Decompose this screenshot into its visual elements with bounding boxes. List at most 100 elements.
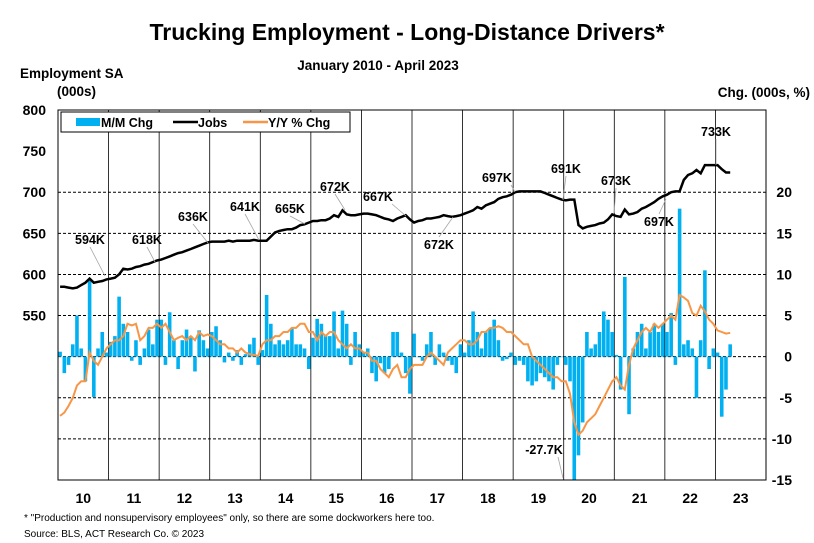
mm-bar <box>349 356 353 365</box>
mm-bar <box>564 356 568 365</box>
x-tick-label: 17 <box>429 490 445 506</box>
mm-bar <box>698 340 703 357</box>
mm-bar <box>374 356 378 382</box>
mm-bar <box>113 336 117 357</box>
mm-bar <box>551 356 555 390</box>
mm-bar <box>319 323 324 357</box>
mm-bar <box>623 276 627 357</box>
mm-bar <box>336 348 341 357</box>
mm-bar <box>285 340 290 357</box>
mm-bar <box>576 356 581 456</box>
mm-bar <box>92 356 96 397</box>
mm-bar <box>492 319 496 357</box>
mm-bar <box>391 332 395 357</box>
annotation-label: -27.7K <box>525 443 563 457</box>
mm-bar <box>155 319 159 357</box>
left-tick-label: 750 <box>23 143 47 159</box>
left-axis-title-line1: Employment SA <box>20 66 124 81</box>
mm-bar <box>652 323 657 357</box>
mm-bar <box>142 348 147 357</box>
mm-bar <box>264 295 269 357</box>
mm-bar <box>180 340 185 357</box>
mm-bar <box>614 355 619 357</box>
mm-bar <box>441 352 446 357</box>
lines <box>59 163 731 437</box>
x-tick-label: 12 <box>177 490 193 506</box>
mm-bar <box>467 340 471 357</box>
mm-bar <box>134 340 138 357</box>
mm-bar <box>488 327 492 357</box>
mm-bar <box>104 352 109 357</box>
mm-bar <box>454 356 459 374</box>
mm-bar <box>606 319 610 357</box>
mm-bar <box>669 313 673 357</box>
mm-bar <box>117 296 121 357</box>
x-tick-label: 14 <box>278 490 294 506</box>
mm-bar <box>222 356 227 363</box>
mm-bar <box>201 340 206 357</box>
annotation-leader <box>557 456 564 479</box>
mm-bar <box>719 356 724 417</box>
mm-bar <box>382 356 387 374</box>
mm-bar <box>311 337 315 357</box>
legend-label-yy: Y/Y % Chg <box>268 116 330 130</box>
annotation-label: 691K <box>551 162 581 176</box>
mm-bar <box>715 352 720 357</box>
mm-bar <box>686 340 690 357</box>
mm-bar <box>534 356 539 382</box>
annotation-label: 665K <box>275 202 305 216</box>
left-tick-label: 550 <box>23 308 47 324</box>
x-tick-label: 19 <box>531 490 547 506</box>
mm-bar <box>458 344 463 357</box>
mm-bar <box>226 352 231 357</box>
chart-subtitle: January 2010 - April 2023 <box>297 58 459 73</box>
mm-bar <box>416 356 421 358</box>
right-tick-label: 20 <box>776 184 792 200</box>
mm-bar <box>437 344 442 357</box>
mm-bar <box>277 340 282 357</box>
legend: M/M Chg Jobs Y/Y % Chg <box>60 111 351 133</box>
annotation-label: 618K <box>132 233 162 247</box>
annotation-leader <box>613 187 617 214</box>
mm-bar <box>281 344 286 357</box>
left-tick-label: 650 <box>23 225 47 241</box>
annotation-leader <box>289 215 306 225</box>
mm-bar <box>559 356 564 358</box>
left-tick-label: 600 <box>23 266 47 282</box>
mm-bar <box>129 356 134 361</box>
mm-bar <box>627 356 631 415</box>
mm-bar <box>247 344 252 357</box>
mm-bar <box>315 318 319 357</box>
mm-bar <box>239 356 244 365</box>
mm-bar <box>690 348 695 357</box>
x-tick-label: 18 <box>480 490 496 506</box>
mm-bar <box>580 356 585 423</box>
right-tick-label: 5 <box>784 308 792 324</box>
annotation-label: 673K <box>601 174 631 188</box>
mm-bar <box>340 310 345 357</box>
mm-bar <box>323 336 328 357</box>
mm-bar <box>197 330 201 357</box>
mm-bar <box>188 336 193 357</box>
mm-bar <box>100 332 105 357</box>
mm-bar <box>260 350 265 357</box>
mm-bar <box>79 348 83 357</box>
mm-bar <box>660 323 665 357</box>
annotation-label: 697K <box>644 215 674 229</box>
mm-bar <box>526 356 530 382</box>
legend-box <box>60 111 351 133</box>
mm-bar <box>87 280 92 357</box>
annotation-label: 641K <box>230 200 260 214</box>
mm-bar <box>403 356 408 374</box>
mm-bar <box>125 332 130 357</box>
legend-label-mm: M/M Chg <box>101 116 153 130</box>
mm-bar <box>424 344 429 357</box>
x-tick-label: 16 <box>379 490 395 506</box>
right-tick-label: -10 <box>772 431 792 447</box>
right-tick-label: -15 <box>772 472 792 488</box>
mm-bar <box>163 356 168 365</box>
mm-bar <box>433 356 437 365</box>
plot-frame <box>57 109 767 481</box>
axes: 800 750 700 650 600 550 20 15 10 5 0 -5 -10 -15 10 11 12… <box>23 102 793 506</box>
x-tick-label: 15 <box>328 490 344 506</box>
